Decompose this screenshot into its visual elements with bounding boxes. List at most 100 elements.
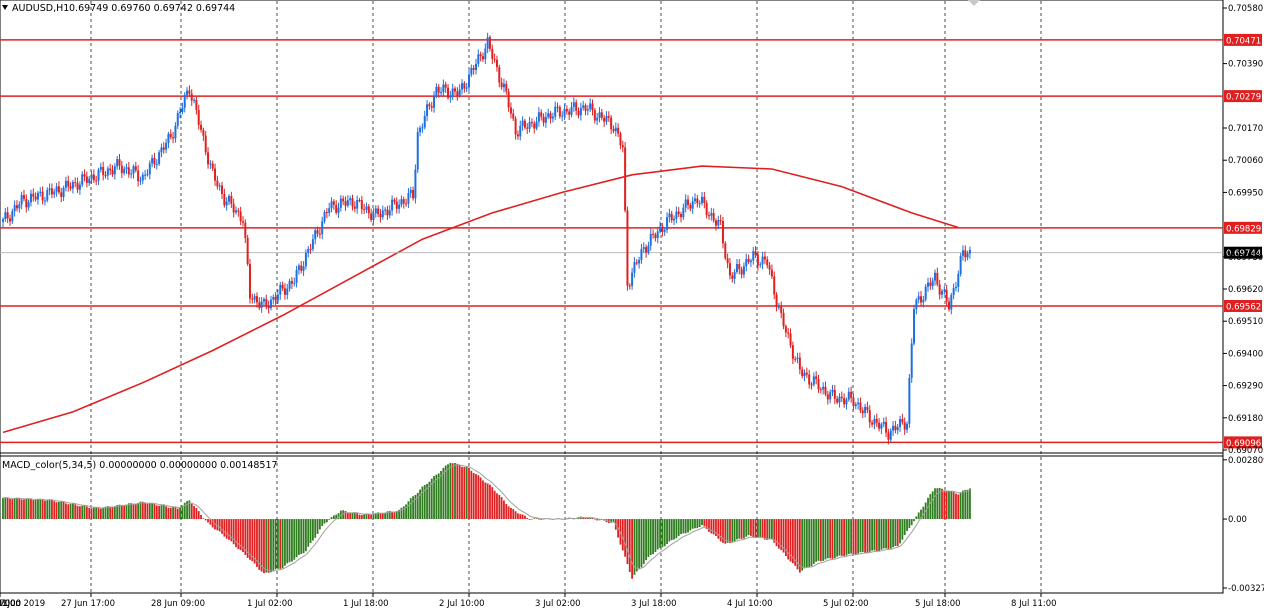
candle-body — [393, 199, 396, 202]
macd-bar — [421, 486, 424, 520]
candle-body — [370, 213, 373, 220]
macd-bar — [335, 514, 338, 520]
candle-body — [670, 213, 673, 221]
candle-body — [360, 200, 363, 210]
macd-bar — [624, 519, 627, 557]
macd-bar — [32, 500, 35, 520]
candle-body — [929, 282, 932, 286]
candle-body — [901, 418, 904, 423]
candle-body — [803, 372, 806, 377]
candle-body — [663, 229, 666, 232]
macd-bar — [400, 507, 403, 520]
macd-bar — [76, 505, 79, 520]
candle-body — [384, 209, 387, 211]
macd-bar — [291, 519, 293, 562]
candle-body — [39, 191, 42, 193]
symbol-dropdown-icon[interactable] — [2, 5, 8, 10]
candle-body — [915, 299, 918, 310]
time-tick-label: 2 Jul 10:00 — [439, 599, 485, 609]
macd-bar — [771, 519, 773, 540]
macd-bar — [356, 513, 359, 520]
macd-bar — [300, 519, 303, 554]
macd-bar — [927, 497, 929, 520]
candle-body — [731, 275, 734, 279]
macd-bar — [111, 507, 114, 520]
candle-body — [409, 189, 412, 194]
macd-bar — [724, 519, 727, 544]
candle-body — [768, 265, 771, 270]
macd-bar — [589, 517, 592, 520]
horizontal-levels[interactable] — [0, 39, 1223, 444]
candle-body — [822, 386, 825, 390]
candle-body — [721, 221, 724, 244]
candle-body — [228, 196, 231, 202]
level-tag-label: 0.69829 — [1226, 224, 1261, 234]
macd-bar — [521, 514, 524, 520]
macd-bar — [370, 514, 373, 520]
macd-bar — [733, 519, 736, 542]
macd-bar — [962, 490, 964, 520]
candle-body — [763, 256, 766, 260]
macd-bar — [801, 519, 804, 571]
candle-body — [137, 170, 140, 182]
macd-bar — [873, 519, 876, 551]
candle-body — [211, 163, 214, 169]
macd-bar — [854, 519, 857, 555]
candle-body — [603, 117, 606, 122]
candle-body — [260, 301, 263, 308]
macd-bar — [169, 507, 172, 520]
macd-bar — [498, 494, 501, 520]
candle-body — [533, 123, 536, 129]
macd-bar — [351, 512, 354, 520]
candle-body — [295, 269, 298, 283]
macd-bar — [929, 494, 932, 520]
macd-bar — [677, 519, 680, 536]
candle-body — [221, 185, 224, 194]
candle-body — [374, 208, 377, 214]
price-tick-label: 0.69070 — [1228, 446, 1263, 456]
macd-bar — [819, 519, 822, 562]
candle-body — [181, 107, 184, 112]
macd-bar — [964, 489, 967, 520]
macd-bar — [337, 513, 340, 520]
candle-body — [579, 107, 582, 116]
candle-body — [311, 239, 314, 250]
price-tick-label: 0.70170 — [1228, 124, 1263, 134]
candle-body — [55, 186, 58, 192]
candle-body — [530, 121, 533, 124]
chart-shift-marker-icon[interactable] — [968, 0, 980, 6]
candle-body — [216, 180, 219, 187]
candle-body — [139, 180, 142, 182]
macd-bar — [489, 484, 491, 520]
candle-body — [899, 418, 902, 428]
macd-bar — [95, 507, 98, 520]
candle-body — [332, 201, 335, 205]
macd-bar — [845, 519, 848, 556]
macd-bar — [838, 519, 841, 556]
macd-bar — [4, 497, 7, 520]
candle-body — [659, 226, 662, 232]
macd-bar — [407, 501, 410, 520]
macd-indicator-label: MACD_color(5,34,5) 0.00000000 0.00000000… — [2, 460, 278, 471]
candle-body — [318, 233, 321, 235]
macd-bar — [256, 519, 258, 567]
candle-body — [959, 255, 962, 275]
macd-bar — [195, 508, 198, 520]
candle-body — [444, 84, 447, 88]
macd-bar — [463, 467, 466, 520]
macd-bar — [146, 503, 149, 520]
candle-body — [840, 396, 843, 399]
candle-body — [950, 294, 953, 310]
candle-body — [854, 404, 857, 407]
macd-bar — [99, 508, 102, 520]
macd-bar — [325, 519, 328, 523]
candle-body — [896, 427, 899, 431]
candle-body — [458, 89, 461, 96]
candle-body — [183, 95, 186, 108]
macd-bar — [442, 467, 445, 520]
candle-body — [945, 290, 948, 302]
candle-body — [186, 90, 189, 96]
candle-body — [69, 186, 72, 189]
macd-bar — [106, 506, 109, 520]
